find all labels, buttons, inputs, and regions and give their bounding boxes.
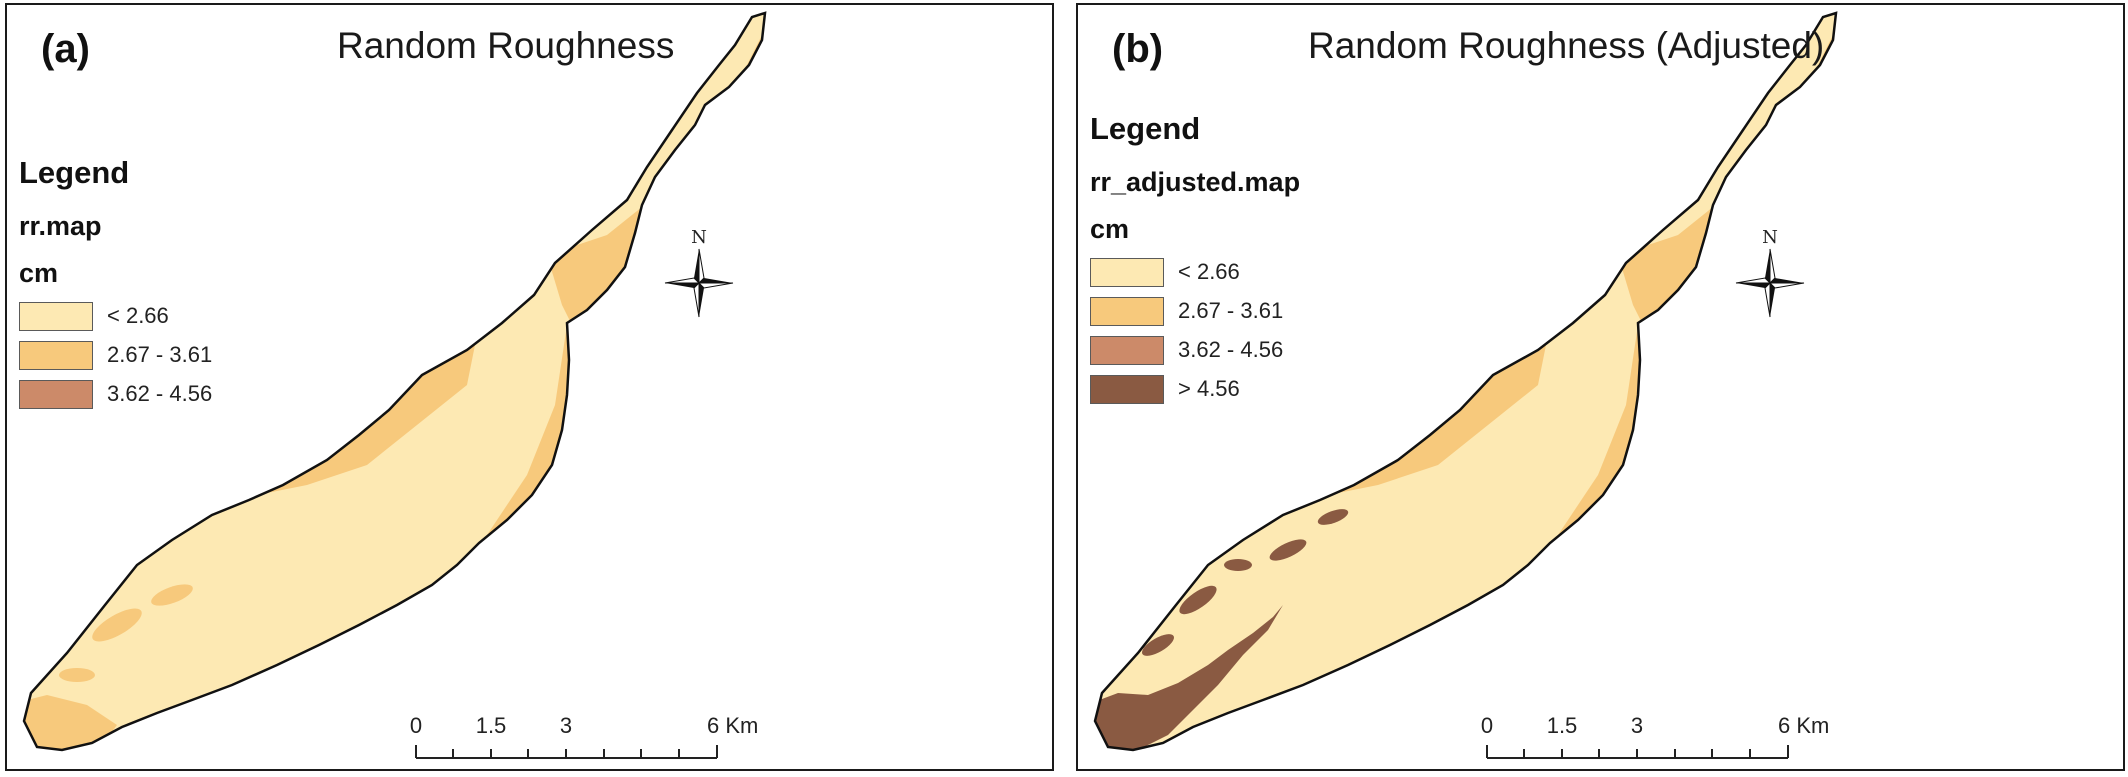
map-panel-a: N 0 1.5 3 6 Km (a) Random Roughness Lege…: [5, 3, 1054, 771]
class-2-patch: [1558, 242, 1598, 268]
scale-bar: 0 1.5 3 6 Km: [410, 713, 758, 759]
legend-heading: Legend: [1090, 111, 1201, 146]
class-2-patch: [603, 114, 651, 156]
legend-item: < 2.66: [1090, 255, 1300, 289]
map-title: Random Roughness: [337, 25, 675, 66]
scale-tick-label: 3: [560, 713, 572, 738]
north-arrow-icon: N: [1735, 227, 1805, 318]
class-2-patch: [487, 242, 527, 268]
class-2-region: [547, 25, 765, 335]
legend: Legend rr.map cm < 2.66 2.67 - 3.61 3.62…: [19, 155, 212, 416]
legend-item: < 2.66: [19, 299, 212, 333]
class-4-region: [1095, 605, 1283, 750]
scale-tick-label: 0: [1481, 713, 1493, 738]
legend-item-label: 2.67 - 3.61: [1178, 298, 1284, 323]
legend-swatch: [19, 340, 93, 370]
class-4-region: [1238, 435, 1310, 505]
legend: Legend rr_adjusted.map cm < 2.66 2.67 - …: [1090, 111, 1300, 411]
legend-item-label: < 2.66: [1178, 259, 1240, 284]
class-4-patch: [1317, 509, 1349, 525]
legend-item-label: 2.67 - 3.61: [107, 342, 213, 367]
legend-item: 2.67 - 3.61: [19, 338, 212, 372]
scale-tick-label: 3: [1631, 713, 1643, 738]
legend-unit: cm: [19, 258, 59, 288]
legend-unit: cm: [1090, 214, 1130, 244]
legend-items: < 2.66 2.67 - 3.61 3.62 - 4.56 > 4.56: [1090, 255, 1300, 406]
panel-label: (a): [41, 27, 90, 71]
class-4-patch: [1142, 634, 1174, 656]
scale-tick-label: 1.5: [476, 713, 507, 738]
scale-tick-label: 6 Km: [707, 713, 758, 738]
legend-swatch: [19, 379, 93, 409]
legend-item-label: > 4.56: [1178, 376, 1240, 401]
class-2-patch: [59, 668, 95, 682]
legend-item-label: 3.62 - 4.56: [1178, 337, 1284, 362]
map-panel-b: N 0 1.5 3 6 Km (b) Random Roughness (Adj…: [1076, 3, 2125, 771]
legend-item: 2.67 - 3.61: [1090, 294, 1300, 328]
legend-layer-name: rr.map: [19, 211, 102, 241]
class-4-patch: [1224, 559, 1252, 571]
scale-tick-label: 0: [410, 713, 422, 738]
legend-swatch: [19, 301, 93, 331]
panel-label: (b): [1112, 27, 1164, 71]
legend-swatch: [1090, 257, 1164, 287]
class-4-patch: [1269, 539, 1307, 561]
class-4-patch: [1179, 585, 1217, 615]
catchment-map-a: N 0 1.5 3 6 Km: [22, 11, 767, 759]
legend-item-label: 3.62 - 4.56: [107, 381, 213, 406]
class-2-patch: [1674, 114, 1722, 156]
class-2-region: [1618, 25, 1836, 335]
legend-item: 3.62 - 4.56: [19, 377, 212, 411]
catchment-boundary: [1093, 11, 1838, 752]
scale-tick-label: 1.5: [1547, 713, 1578, 738]
catchment-boundary: [22, 11, 767, 752]
legend-layer-name: rr_adjusted.map: [1090, 167, 1301, 197]
legend-swatch: [1090, 296, 1164, 326]
legend-swatch: [1090, 374, 1164, 404]
north-label: N: [691, 227, 707, 248]
map-title: Random Roughness (Adjusted): [1308, 25, 1825, 66]
class-2-patch: [151, 584, 193, 606]
legend-item: 3.62 - 4.56: [1090, 333, 1300, 367]
north-label: N: [1762, 227, 1778, 248]
scale-bar: 0 1.5 3 6 Km: [1481, 713, 1829, 759]
class-2-patch: [92, 608, 142, 642]
legend-items: < 2.66 2.67 - 3.61 3.62 - 4.56: [19, 299, 212, 411]
catchment-map-b: N 0 1.5 3 6 Km: [1093, 11, 1838, 759]
north-arrow-icon: N: [664, 227, 734, 318]
catchment-fill: [1095, 13, 1836, 750]
legend-item: > 4.56: [1090, 372, 1300, 406]
legend-swatch: [1090, 335, 1164, 365]
legend-item-label: < 2.66: [107, 303, 169, 328]
scale-tick-label: 6 Km: [1778, 713, 1829, 738]
legend-heading: Legend: [19, 155, 130, 190]
catchment-fill: [24, 13, 765, 750]
